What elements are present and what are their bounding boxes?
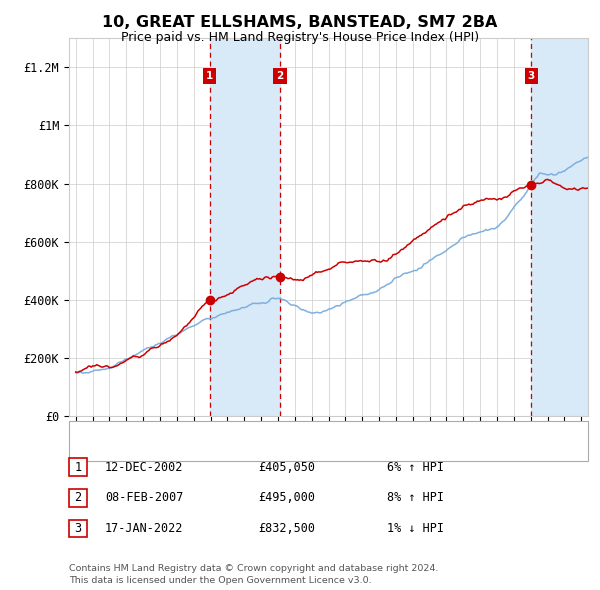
- Text: Contains HM Land Registry data © Crown copyright and database right 2024.: Contains HM Land Registry data © Crown c…: [69, 565, 439, 573]
- Text: 12-DEC-2002: 12-DEC-2002: [105, 461, 184, 474]
- Text: 3: 3: [528, 71, 535, 81]
- Text: Price paid vs. HM Land Registry's House Price Index (HPI): Price paid vs. HM Land Registry's House …: [121, 31, 479, 44]
- Bar: [210, 38, 280, 416]
- Text: 10, GREAT ELLSHAMS, BANSTEAD, SM7 2BA (detached house): 10, GREAT ELLSHAMS, BANSTEAD, SM7 2BA (d…: [108, 428, 455, 438]
- Text: 17-JAN-2022: 17-JAN-2022: [105, 522, 184, 535]
- Text: 08-FEB-2007: 08-FEB-2007: [105, 491, 184, 504]
- Text: £405,050: £405,050: [258, 461, 315, 474]
- Bar: [532, 38, 588, 416]
- Text: 8% ↑ HPI: 8% ↑ HPI: [387, 491, 444, 504]
- Text: £495,000: £495,000: [258, 491, 315, 504]
- Text: 2: 2: [74, 491, 82, 504]
- Text: 10, GREAT ELLSHAMS, BANSTEAD, SM7 2BA: 10, GREAT ELLSHAMS, BANSTEAD, SM7 2BA: [103, 15, 497, 30]
- Text: 1% ↓ HPI: 1% ↓ HPI: [387, 522, 444, 535]
- Text: 1: 1: [74, 461, 82, 474]
- Text: £832,500: £832,500: [258, 522, 315, 535]
- Text: HPI: Average price, detached house, Reigate and Banstead: HPI: Average price, detached house, Reig…: [108, 448, 437, 458]
- Text: 2: 2: [277, 71, 284, 81]
- Text: 1: 1: [206, 71, 214, 81]
- Text: This data is licensed under the Open Government Licence v3.0.: This data is licensed under the Open Gov…: [69, 576, 371, 585]
- Text: 3: 3: [74, 522, 82, 535]
- Text: 6% ↑ HPI: 6% ↑ HPI: [387, 461, 444, 474]
